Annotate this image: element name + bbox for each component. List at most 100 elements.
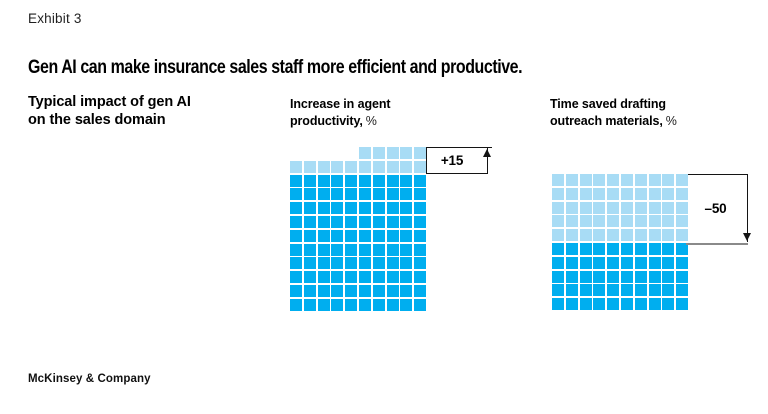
waffle-cell (676, 270, 689, 283)
waffle-cell (593, 298, 606, 311)
up-arrow-icon (482, 149, 491, 157)
waffle-cell (607, 215, 620, 228)
waffle-cell (593, 256, 606, 269)
exhibit-label: Exhibit 3 (28, 11, 82, 26)
waffle-cell (386, 188, 399, 201)
waffle-cell (331, 215, 344, 228)
waffle-cell (662, 270, 675, 283)
waffle-cell (662, 298, 675, 311)
waffle-cell (676, 284, 689, 297)
waffle-cell (400, 188, 413, 201)
waffle-cell (414, 188, 427, 201)
waffle-cell (552, 256, 564, 269)
waffle-cell (593, 201, 606, 214)
waffle-cell (358, 298, 371, 311)
annotation-label: –50 (704, 201, 727, 216)
waffle-cell (607, 298, 620, 311)
waffle-cell (552, 284, 564, 297)
waffle-cell (676, 187, 689, 200)
waffle-cell (414, 215, 427, 228)
waffle-cell (648, 215, 661, 228)
waffle-cell (372, 147, 385, 159)
waffle-cell (386, 257, 399, 270)
annotation-label: +15 (440, 153, 464, 168)
waffle-cell (579, 284, 592, 297)
waffle-cell (579, 187, 592, 200)
waffle-cell (565, 201, 578, 214)
waffle-cell (565, 270, 578, 283)
waffle-cell (607, 242, 620, 255)
waffle-cell (345, 147, 357, 159)
waffle-cell (662, 187, 675, 200)
waffle-cell (290, 243, 302, 256)
waffle-cell (662, 284, 675, 297)
lead-text-line1: Typical impact of gen AI (28, 94, 191, 110)
waffle-cell (593, 187, 606, 200)
waffle-cell (303, 243, 316, 256)
waffle-cell (579, 270, 592, 283)
waffle-cell (317, 215, 330, 228)
waffle-cell (386, 160, 399, 173)
waffle-cell (648, 270, 661, 283)
waffle-cell (579, 256, 592, 269)
waffle-cell (648, 256, 661, 269)
waffle-cell (620, 229, 633, 242)
waffle-cell (634, 201, 647, 214)
waffle-cell (303, 202, 316, 215)
waffle-cell (579, 174, 592, 186)
waffle-cell (358, 229, 371, 242)
waffle-cell (676, 256, 689, 269)
waffle-cell (648, 229, 661, 242)
waffle-cell (400, 243, 413, 256)
chart2-title: Time saved drafting outreach materials,% (550, 96, 677, 129)
waffle-cell (290, 160, 302, 173)
waffle-cell (345, 174, 358, 187)
waffle-cell (634, 229, 647, 242)
waffle-cell (648, 201, 661, 214)
waffle-cell (372, 298, 385, 311)
waffle-cell (358, 257, 371, 270)
waffle-cell (565, 284, 578, 297)
waffle-cell (676, 242, 689, 255)
waffle-cell (372, 160, 385, 173)
waffle-cell (620, 284, 633, 297)
waffle-cell (386, 215, 399, 228)
waffle-cell (634, 284, 647, 297)
waffle-cell (372, 215, 385, 228)
waffle-cell (358, 202, 371, 215)
waffle-cell (386, 174, 399, 187)
waffle-cell (290, 147, 302, 159)
waffle-cell (414, 298, 427, 311)
waffle-cell (358, 188, 371, 201)
waffle-cell (331, 174, 344, 187)
waffle-cell (372, 202, 385, 215)
waffle-cell (414, 284, 427, 297)
waffle-cell (662, 256, 675, 269)
chart2-title-line2: outreach materials,% (550, 113, 677, 128)
waffle-cell (579, 298, 592, 311)
waffle-cell (331, 271, 344, 284)
waffle-cell (414, 243, 427, 256)
waffle-cell (552, 242, 564, 255)
waffle-cell (634, 215, 647, 228)
waffle-cell (565, 229, 578, 242)
waffle-cell (372, 284, 385, 297)
waffle-cell (358, 215, 371, 228)
waffle-cell (386, 147, 399, 159)
waffle-cell (317, 243, 330, 256)
waffle-cell (317, 271, 330, 284)
waffle-cell (358, 147, 371, 159)
waffle-cell (620, 298, 633, 311)
waffle-cell (400, 284, 413, 297)
waffle-cell (358, 284, 371, 297)
waffle-cell (317, 160, 330, 173)
waffle-cell (386, 298, 399, 311)
waffle-cell (565, 256, 578, 269)
waffle-cell (331, 229, 344, 242)
waffle-cell (290, 202, 302, 215)
waffle-cell (345, 188, 358, 201)
annotation-box-plus15: +15 (426, 146, 492, 174)
waffle-cell (303, 298, 316, 311)
waffle-cell (662, 201, 675, 214)
chart2-unit: % (665, 113, 677, 128)
